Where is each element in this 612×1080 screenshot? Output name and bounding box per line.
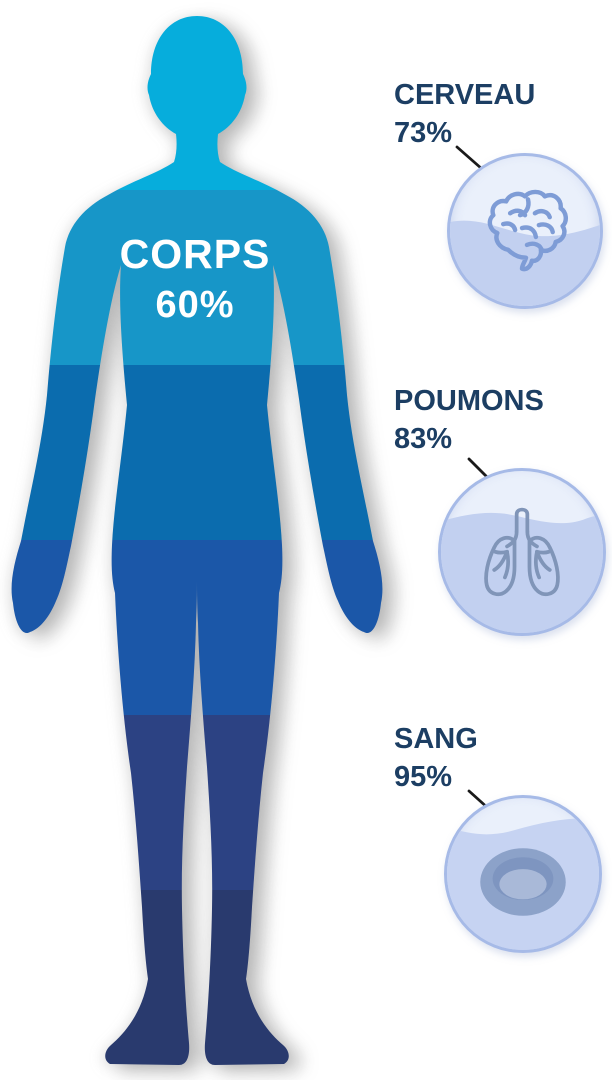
organ-group-sang: SANG 95% — [394, 725, 478, 792]
organ-group-poumons: POUMONS 83% — [394, 387, 544, 454]
organ-label: SANG — [394, 723, 478, 755]
organ-value: 95% — [394, 761, 453, 793]
brain-circle — [447, 153, 603, 309]
organ-label: POUMONS — [394, 385, 544, 417]
organ-value: 73% — [394, 117, 453, 149]
body-shape — [11, 16, 383, 1065]
lungs-circle — [438, 468, 606, 636]
lungs-icon — [484, 507, 560, 597]
body-label: CORPS — [119, 231, 271, 277]
water-level — [441, 512, 603, 633]
brain-icon — [487, 189, 568, 272]
body-value: 60% — [155, 284, 235, 326]
body-silhouette — [11, 16, 383, 1065]
organ-value: 83% — [394, 423, 453, 455]
blood-cell-icon — [480, 847, 566, 916]
organ-group-cerveau: CERVEAU 73% — [394, 81, 535, 148]
organ-label: CERVEAU — [394, 79, 536, 111]
blood-circle — [444, 795, 602, 953]
